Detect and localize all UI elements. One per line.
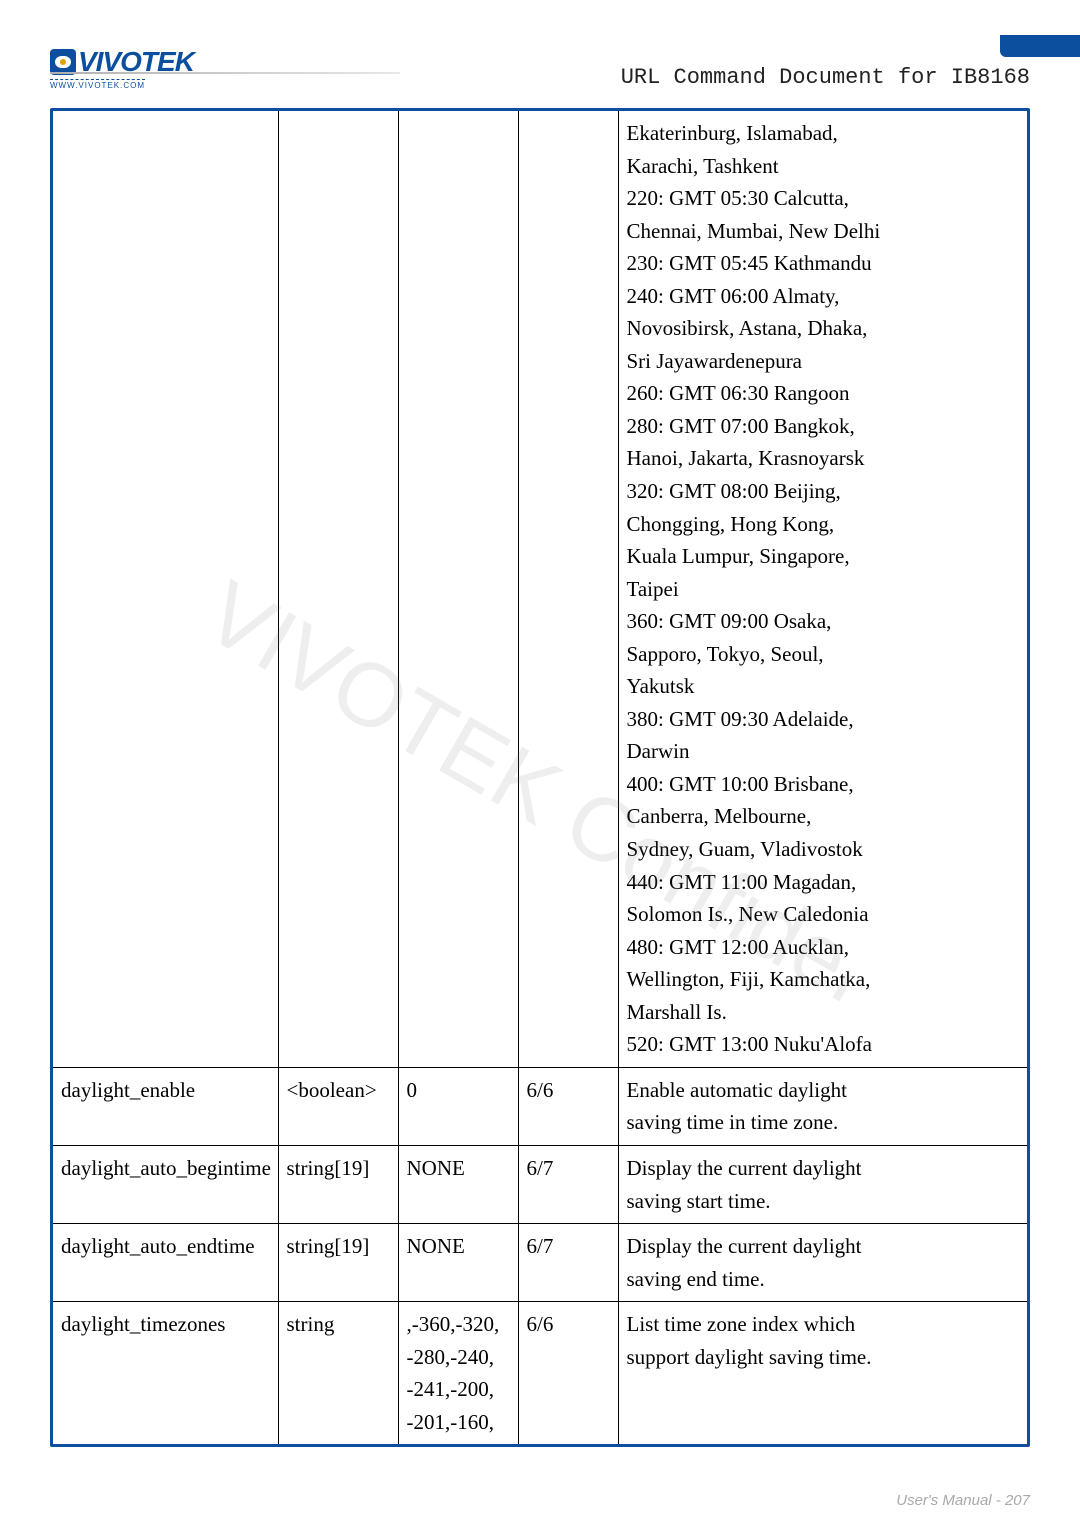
param-security: 6/6: [518, 1302, 618, 1445]
param-name: [53, 111, 278, 1067]
description-line: 320: GMT 08:00 Beijing,: [627, 475, 1020, 508]
description-line: 220: GMT 05:30 Calcutta,: [627, 182, 1020, 215]
description-line: support daylight saving time.: [627, 1341, 1020, 1374]
description-line: 360: GMT 09:00 Osaka,: [627, 605, 1020, 638]
param-name: daylight_timezones: [53, 1302, 278, 1445]
description-line: Marshall Is.: [627, 996, 1020, 1029]
param-name: daylight_enable: [53, 1067, 278, 1145]
description-line: Chongging, Hong Kong,: [627, 508, 1020, 541]
param-default: 0: [398, 1067, 518, 1145]
description-line: Enable automatic daylight: [627, 1074, 1020, 1107]
table-row: Ekaterinburg, Islamabad,Karachi, Tashken…: [53, 111, 1027, 1067]
param-name: daylight_auto_endtime: [53, 1224, 278, 1302]
description-line: Karachi, Tashkent: [627, 150, 1020, 183]
page-footer: User's Manual - 207: [896, 1492, 1030, 1509]
header-rule: [50, 72, 400, 74]
param-description: Display the current daylightsaving start…: [618, 1145, 1027, 1223]
param-default: NONE: [398, 1224, 518, 1302]
param-name: daylight_auto_begintime: [53, 1145, 278, 1223]
description-line: 230: GMT 05:45 Kathmandu: [627, 247, 1020, 280]
description-line: saving time in time zone.: [627, 1106, 1020, 1139]
description-line: 440: GMT 11:00 Magadan,: [627, 866, 1020, 899]
table-container: Ekaterinburg, Islamabad,Karachi, Tashken…: [50, 108, 1030, 1447]
param-description: List time zone index whichsupport daylig…: [618, 1302, 1027, 1445]
description-line: Display the current daylight: [627, 1152, 1020, 1185]
doc-title-wrap: URL Command Document for IB8168: [621, 65, 1030, 90]
vivotek-logo: VIVOTEK WWW.VIVOTEK.COM: [50, 46, 194, 90]
logo-subtext: WWW.VIVOTEK.COM: [50, 79, 145, 90]
description-line: Sri Jayawardenepura: [627, 345, 1020, 378]
logo-eye-icon: [55, 56, 71, 68]
param-type: string[19]: [278, 1224, 398, 1302]
param-type: <boolean>: [278, 1067, 398, 1145]
page: VIVOTEK WWW.VIVOTEK.COM URL Command Docu…: [0, 0, 1080, 1527]
description-line: Sydney, Guam, Vladivostok: [627, 833, 1020, 866]
param-security: 6/7: [518, 1145, 618, 1223]
param-default: NONE: [398, 1145, 518, 1223]
table-row: daylight_timezonesstring,-360,-320,-280,…: [53, 1302, 1027, 1445]
param-description: Display the current daylightsaving end t…: [618, 1224, 1027, 1302]
page-header: VIVOTEK WWW.VIVOTEK.COM URL Command Docu…: [50, 32, 1030, 90]
param-security: [518, 111, 618, 1067]
description-line: 380: GMT 09:30 Adelaide,: [627, 703, 1020, 736]
param-default: [398, 111, 518, 1067]
description-line: 280: GMT 07:00 Bangkok,: [627, 410, 1020, 443]
param-security: 6/7: [518, 1224, 618, 1302]
description-line: 260: GMT 06:30 Rangoon: [627, 377, 1020, 410]
param-security: 6/6: [518, 1067, 618, 1145]
description-line: Ekaterinburg, Islamabad,: [627, 117, 1020, 150]
parameter-table: Ekaterinburg, Islamabad,Karachi, Tashken…: [53, 111, 1027, 1444]
table-row: daylight_auto_endtimestring[19]NONE6/7Di…: [53, 1224, 1027, 1302]
description-line: Sapporo, Tokyo, Seoul,: [627, 638, 1020, 671]
description-line: Canberra, Melbourne,: [627, 800, 1020, 833]
doc-title: URL Command Document for IB8168: [621, 65, 1030, 90]
param-default: ,-360,-320,-280,-240,-241,-200,-201,-160…: [398, 1302, 518, 1445]
param-type: string[19]: [278, 1145, 398, 1223]
description-line: 480: GMT 12:00 Aucklan,: [627, 931, 1020, 964]
default-line: -280,-240,: [407, 1341, 510, 1374]
description-line: saving end time.: [627, 1263, 1020, 1296]
description-line: 240: GMT 06:00 Almaty,: [627, 280, 1020, 313]
description-line: Novosibirsk, Astana, Dhaka,: [627, 312, 1020, 345]
default-line: -241,-200,: [407, 1373, 510, 1406]
description-line: Yakutsk: [627, 670, 1020, 703]
table-row: daylight_enable<boolean>06/6Enable autom…: [53, 1067, 1027, 1145]
description-line: 400: GMT 10:00 Brisbane,: [627, 768, 1020, 801]
header-tab: [1000, 35, 1080, 57]
description-line: 520: GMT 13:00 Nuku'Alofa: [627, 1028, 1020, 1061]
description-line: List time zone index which: [627, 1308, 1020, 1341]
default-line: ,-360,-320,: [407, 1308, 510, 1341]
description-line: Hanoi, Jakarta, Krasnoyarsk: [627, 442, 1020, 475]
description-line: Taipei: [627, 573, 1020, 606]
description-line: saving start time.: [627, 1185, 1020, 1218]
param-description: Ekaterinburg, Islamabad,Karachi, Tashken…: [618, 111, 1027, 1067]
description-line: Chennai, Mumbai, New Delhi: [627, 215, 1020, 248]
description-line: Darwin: [627, 735, 1020, 768]
description-line: Kuala Lumpur, Singapore,: [627, 540, 1020, 573]
default-line: -201,-160,: [407, 1406, 510, 1439]
description-line: Solomon Is., New Caledonia: [627, 898, 1020, 931]
table-row: daylight_auto_begintimestring[19]NONE6/7…: [53, 1145, 1027, 1223]
param-type: [278, 111, 398, 1067]
param-type: string: [278, 1302, 398, 1445]
param-description: Enable automatic daylightsaving time in …: [618, 1067, 1027, 1145]
description-line: Display the current daylight: [627, 1230, 1020, 1263]
description-line: Wellington, Fiji, Kamchatka,: [627, 963, 1020, 996]
